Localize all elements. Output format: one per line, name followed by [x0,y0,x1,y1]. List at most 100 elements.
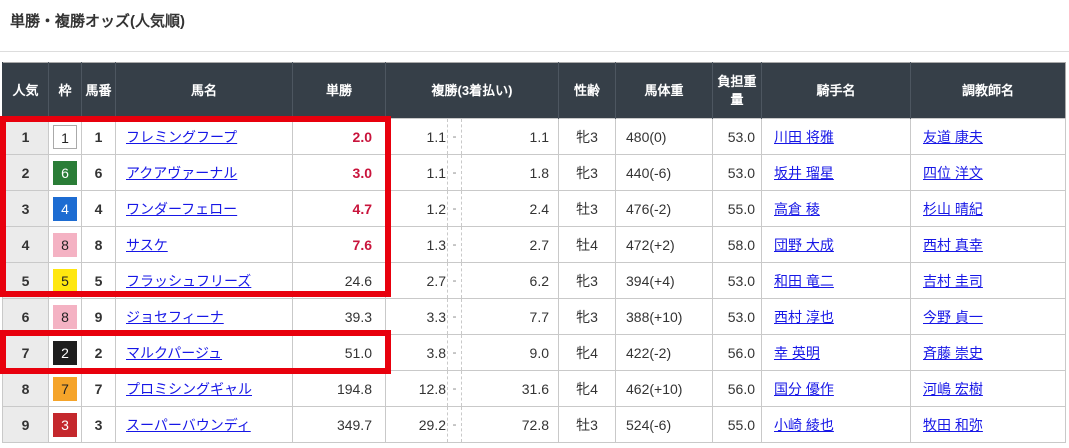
trainer-cell: 友道 康夫 [910,118,1066,155]
horse-name-cell: ワンダーフェロー [115,190,293,227]
trainer-cell: 吉村 圭司 [910,262,1066,299]
trainer-cell: 今野 貞一 [910,298,1066,335]
win-odds: 51.0 [344,344,372,361]
jockey-link[interactable]: 高倉 稜 [774,200,820,217]
frame-number-box: 8 [53,232,77,257]
rank-cell: 8 [2,370,49,407]
trainer-link[interactable]: 河嶋 宏樹 [923,380,983,397]
impost-cell: 53.0 [712,298,762,335]
header-horse-weight: 馬体重 [615,62,713,119]
sex-age-cell: 牝3 [558,118,616,155]
trainer-link[interactable]: 吉村 圭司 [923,272,983,289]
frame-cell: 1 [48,118,82,155]
place-odds-range: 1.1 - 1.1 [386,119,558,154]
jockey-link[interactable]: 和田 竜二 [774,272,834,289]
horse-weight-cell: 388(+10) [615,298,713,335]
sex-age-cell: 牝3 [558,154,616,191]
odds-table: 人気 枠 馬番 馬名 単勝 複勝(3着払い) 性齢 馬体重 負担重量 騎手名 調… [2,62,1066,443]
place-odds-range: 1.1 - 1.8 [386,155,558,190]
horse-name-cell: ジョセフィーナ [115,298,293,335]
place-odds-high: 7.7 [529,308,549,325]
jockey-link[interactable]: 国分 優作 [774,380,834,397]
place-odds-cell: 12.8 - 31.6 [385,370,559,407]
rank-cell: 5 [2,262,49,299]
horse-name-cell: アクアヴァーナル [115,154,293,191]
table-row: 1 1 1 フレミングフープ 2.0 1.1 - 1.1 牝3 480(0) 5… [2,118,1066,155]
horse-name-link[interactable]: フラッシュフリーズ [126,272,252,289]
jockey-cell: 高倉 稜 [761,190,911,227]
place-odds-cell: 1.3 - 2.7 [385,226,559,263]
place-odds-low: 1.1 [426,164,446,181]
horse-weight-cell: 472(+2) [615,226,713,263]
trainer-link[interactable]: 西村 真幸 [923,236,983,253]
trainer-link[interactable]: 牧田 和弥 [923,416,983,433]
rank-cell: 2 [2,154,49,191]
table-row: 2 6 6 アクアヴァーナル 3.0 1.1 - 1.8 牝3 440(-6) … [2,154,1066,191]
win-odds-cell: 39.3 [292,298,386,335]
impost-cell: 56.0 [712,370,762,407]
place-odds-dash: - [447,335,462,370]
jockey-link[interactable]: 西村 淳也 [774,308,834,325]
frame-number-box: 8 [53,304,77,329]
jockey-cell: 幸 英明 [761,334,911,371]
place-odds-dash: - [447,227,462,262]
trainer-link[interactable]: 杉山 晴紀 [923,200,983,217]
place-odds-high: 6.2 [529,272,549,289]
jockey-cell: 川田 将雅 [761,118,911,155]
frame-number-box: 1 [53,124,77,149]
trainer-link[interactable]: 斉藤 崇史 [923,344,983,361]
sex-age-cell: 牡3 [558,190,616,227]
place-odds-dash: - [447,371,462,406]
horse-name-cell: マルクパージュ [115,334,293,371]
table-row: 4 8 8 サスケ 7.6 1.3 - 2.7 牡4 472(+2) 58.0 … [2,226,1066,263]
horse-name-link[interactable]: マルクパージュ [126,344,223,361]
header-impost: 負担重量 [712,62,762,119]
horse-name-link[interactable]: ジョセフィーナ [126,308,224,325]
trainer-cell: 杉山 晴紀 [910,190,1066,227]
win-odds: 24.6 [344,272,372,289]
horse-number-cell: 2 [81,334,116,371]
jockey-link[interactable]: 幸 英明 [774,344,820,361]
win-odds: 349.7 [336,416,372,433]
horse-number-cell: 3 [81,406,116,443]
horse-name-cell: プロミシングギャル [115,370,293,407]
jockey-cell: 小崎 綾也 [761,406,911,443]
win-odds-cell: 7.6 [292,226,386,263]
place-odds-range: 3.8 - 9.0 [386,335,558,370]
header-horse-number: 馬番 [81,62,116,119]
rank-cell: 7 [2,334,49,371]
frame-number-box: 5 [53,268,77,293]
place-odds-high: 72.8 [521,416,549,433]
horse-name-link[interactable]: スーパーバウンディ [126,416,251,433]
horse-name-link[interactable]: ワンダーフェロー [126,200,238,217]
trainer-link[interactable]: 今野 貞一 [923,308,983,325]
page-title: 単勝・複勝オッズ(人気順) [10,13,185,30]
jockey-link[interactable]: 団野 大成 [774,236,834,253]
horse-name-link[interactable]: アクアヴァーナル [126,164,238,181]
horse-name-link[interactable]: サスケ [126,236,168,253]
frame-cell: 3 [48,406,82,443]
frame-number-box: 7 [53,376,77,401]
trainer-cell: 四位 洋文 [910,154,1066,191]
trainer-link[interactable]: 四位 洋文 [923,164,983,181]
horse-weight-cell: 476(-2) [615,190,713,227]
horse-number-cell: 8 [81,226,116,263]
horse-name-cell: フレミングフープ [115,118,293,155]
place-odds-dash: - [447,407,462,442]
horse-name-cell: フラッシュフリーズ [115,262,293,299]
place-odds-range: 2.7 - 6.2 [386,263,558,298]
jockey-link[interactable]: 坂井 瑠星 [774,164,834,181]
trainer-link[interactable]: 友道 康夫 [923,128,983,145]
table-row: 7 2 2 マルクパージュ 51.0 3.8 - 9.0 牝4 422(-2) … [2,334,1066,371]
place-odds-cell: 3.3 - 7.7 [385,298,559,335]
horse-name-link[interactable]: プロミシングギャル [126,380,252,397]
jockey-link[interactable]: 小崎 綾也 [774,416,834,433]
place-odds-low: 3.3 [426,308,446,325]
jockey-link[interactable]: 川田 将雅 [774,128,834,145]
jockey-cell: 西村 淳也 [761,298,911,335]
sex-age-cell: 牝4 [558,334,616,371]
frame-number-box: 6 [53,160,77,185]
sex-age-cell: 牡3 [558,406,616,443]
horse-name-link[interactable]: フレミングフープ [126,128,238,145]
jockey-cell: 国分 優作 [761,370,911,407]
